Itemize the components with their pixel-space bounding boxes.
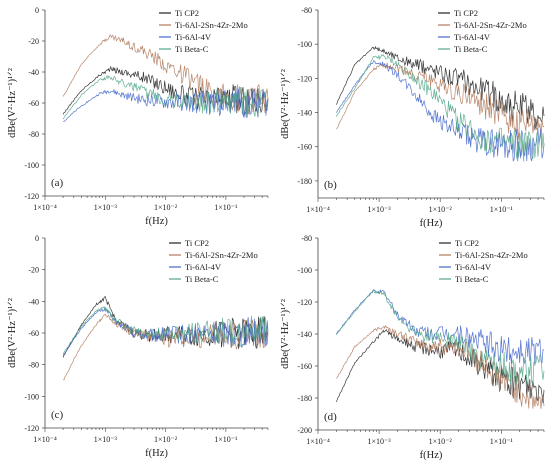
y-axis-title: dBe(V²·Hz⁻¹)¹ᐟ² xyxy=(7,68,18,138)
x-tick-label: 1×10⁻³ xyxy=(368,437,392,446)
x-tick-label: 1×10⁻² xyxy=(429,437,453,446)
x-tick-label: 1×10⁻¹ xyxy=(490,437,514,446)
series-line xyxy=(62,313,269,381)
series-line xyxy=(62,34,269,115)
legend-label: Ti-6Al-2Sn-4Zr-2Mo xyxy=(175,20,248,30)
legend-label: Ti Beta-C xyxy=(455,274,489,284)
x-axis-title: f(Hz) xyxy=(420,218,443,229)
y-tick-label: -20 xyxy=(28,37,39,46)
legend-label: Ti-6Al-4V xyxy=(454,32,491,42)
y-tick-label: -80 xyxy=(28,361,39,370)
y-tick-label: -100 xyxy=(24,392,39,401)
panel-d: -80 -100 -120 -140 -160 -180 -200 1×10⁻⁴ 1×10⁻³ 1… xyxy=(280,234,545,461)
legend-label: Ti CP2 xyxy=(455,238,479,248)
series-line xyxy=(63,87,269,123)
series-line xyxy=(336,53,545,162)
y-tick-label: -160 xyxy=(297,143,312,152)
panel-c: 0 -20 -40 -60 -80 -100 -120 1×10⁻⁴ 1×10⁻³ 1×10⁻² 1… xyxy=(7,234,269,459)
y-tick-label: 0 xyxy=(35,6,39,15)
legend-label: Ti-6Al-4V xyxy=(185,262,222,272)
series-line xyxy=(336,324,545,409)
panel-b: -80 -100 -120 -140 -160 -180 1×10⁻⁴ 1×10⁻³ 1×10⁻… xyxy=(280,6,545,229)
panel-label: (c) xyxy=(51,409,64,421)
x-tick-label: 1×10⁻⁴ xyxy=(33,435,57,444)
y-tick-label: -100 xyxy=(24,161,39,170)
y-tick-label: -60 xyxy=(28,99,39,108)
legend-label: Ti CP2 xyxy=(185,238,209,248)
legend-label: Ti-6Al-2Sn-4Zr-2Mo xyxy=(455,250,528,260)
y-tick-label: -100 xyxy=(297,266,312,275)
y-tick-label: -60 xyxy=(28,329,39,338)
series-line xyxy=(336,45,545,131)
y-tick-label: -40 xyxy=(28,68,39,77)
panel-a: 0 -20 -40 -60 -80 -100 -120 1×10⁻⁴ 1×10⁻³ 1×10⁻² 1… xyxy=(7,6,269,227)
x-axis-title: f(Hz) xyxy=(145,448,168,459)
x-tick-label: 1×10⁻³ xyxy=(94,435,118,444)
series-line xyxy=(62,75,269,120)
y-tick-label: -140 xyxy=(297,330,312,339)
series-line xyxy=(62,65,269,117)
legend-label: Ti CP2 xyxy=(454,8,478,18)
y-tick-label: -120 xyxy=(297,298,312,307)
y-tick-label: -120 xyxy=(297,74,312,83)
panel-label: (d) xyxy=(324,411,337,423)
x-tick-label: 1×10⁻³ xyxy=(368,205,392,214)
panel-label: (a) xyxy=(51,177,64,189)
x-axis-title: f(Hz) xyxy=(420,450,443,461)
legend: Ti CP2 Ti-6Al-2Sn-4Zr-2Mo Ti-6Al-4V Ti Beta… xyxy=(438,8,527,54)
y-tick-label: -180 xyxy=(297,177,312,186)
y-tick-label: -200 xyxy=(297,426,312,435)
y-tick-label: -120 xyxy=(24,424,39,433)
y-tick-label: -180 xyxy=(297,394,312,403)
y-tick-label: 0 xyxy=(35,234,39,243)
y-tick-label: -20 xyxy=(28,266,39,275)
series-line xyxy=(336,62,545,140)
x-tick-label: 1×10⁻² xyxy=(154,203,178,212)
legend-label: Ti-6Al-2Sn-4Zr-2Mo xyxy=(185,250,258,260)
x-tick-label: 1×10⁻⁴ xyxy=(306,205,330,214)
y-tick-label: -40 xyxy=(28,297,39,306)
y-tick-label: -140 xyxy=(297,109,312,118)
y-tick-label: -120 xyxy=(24,192,39,201)
legend-label: Ti-6Al-4V xyxy=(455,262,492,272)
series-line xyxy=(336,329,545,404)
legend: Ti CP2 Ti-6Al-2Sn-4Zr-2Mo Ti-6Al-4V Ti Beta… xyxy=(159,8,248,54)
series-line xyxy=(336,289,545,385)
legend: Ti CP2 Ti-6Al-2Sn-4Zr-2Mo Ti-6Al-4V Ti Beta… xyxy=(439,238,528,284)
y-axis-title: dBe(V²·Hz⁻¹)¹ᐟ² xyxy=(280,299,291,369)
x-tick-label: 1×10⁻¹ xyxy=(214,203,238,212)
x-tick-label: 1×10⁻⁴ xyxy=(33,203,57,212)
x-tick-label: 1×10⁻³ xyxy=(94,203,118,212)
x-tick-label: 1×10⁻⁴ xyxy=(306,437,330,446)
x-tick-label: 1×10⁻¹ xyxy=(214,435,238,444)
y-tick-label: -80 xyxy=(301,234,312,243)
legend-label: Ti Beta-C xyxy=(185,274,219,284)
x-tick-label: 1×10⁻² xyxy=(429,205,453,214)
x-tick-label: 1×10⁻² xyxy=(154,435,178,444)
legend-label: Ti Beta-C xyxy=(454,44,488,54)
y-tick-label: -80 xyxy=(301,6,312,15)
legend: Ti CP2 Ti-6Al-2Sn-4Zr-2Mo Ti-6Al-4V Ti Beta… xyxy=(169,238,258,284)
y-tick-label: -100 xyxy=(297,40,312,49)
legend-label: Ti-6Al-4V xyxy=(175,32,212,42)
x-tick-label: 1×10⁻¹ xyxy=(490,205,514,214)
y-tick-label: -160 xyxy=(297,362,312,371)
series-line xyxy=(62,305,269,355)
panel-label: (b) xyxy=(324,179,337,191)
legend-label: Ti-6Al-2Sn-4Zr-2Mo xyxy=(454,20,527,30)
y-axis-title: dBe(V²·Hz⁻¹)¹ᐟ² xyxy=(280,69,291,139)
x-axis-title: f(Hz) xyxy=(145,216,168,227)
legend-label: Ti CP2 xyxy=(175,8,199,18)
legend-label: Ti Beta-C xyxy=(175,44,209,54)
series-line xyxy=(336,59,545,162)
series-line xyxy=(336,288,545,366)
y-tick-label: -80 xyxy=(28,130,39,139)
y-axis-title: dBe(V²·Hz⁻¹)¹ᐟ² xyxy=(7,298,18,368)
